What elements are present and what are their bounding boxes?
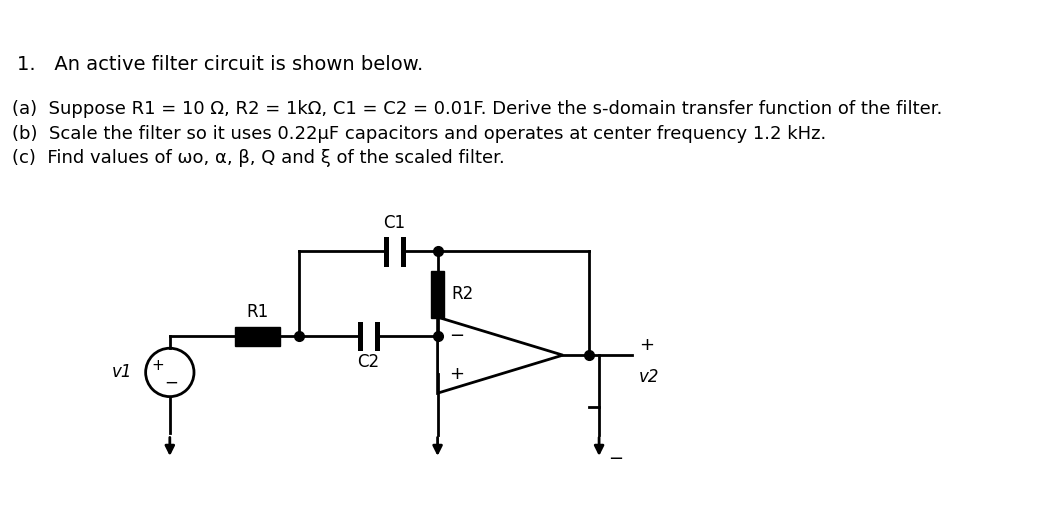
- Text: C1: C1: [384, 215, 405, 232]
- Text: R2: R2: [451, 285, 474, 303]
- Text: +: +: [151, 358, 164, 373]
- Text: (a)  Suppose R1 = 10 Ω, R2 = 1kΩ, C1 = C2 = 0.01F. Derive the s-domain transfer : (a) Suppose R1 = 10 Ω, R2 = 1kΩ, C1 = C2…: [11, 100, 943, 118]
- Text: −: −: [608, 450, 623, 468]
- Bar: [234, 327, 280, 346]
- Text: R1: R1: [246, 303, 269, 322]
- Text: C2: C2: [358, 353, 380, 372]
- Text: 1.   An active filter circuit is shown below.: 1. An active filter circuit is shown bel…: [17, 55, 423, 74]
- Text: (c)  Find values of ωo, α, β, Q and ξ of the scaled filter.: (c) Find values of ωo, α, β, Q and ξ of …: [11, 149, 505, 167]
- Text: +: +: [449, 365, 465, 383]
- Text: v1: v1: [112, 363, 133, 382]
- Text: −: −: [165, 374, 178, 392]
- Text: (b)  Scale the filter so it uses 0.22μF capacitors and operates at center freque: (b) Scale the filter so it uses 0.22μF c…: [11, 125, 826, 143]
- Bar: [430, 270, 445, 318]
- Text: +: +: [639, 336, 653, 354]
- Text: v2: v2: [639, 367, 660, 386]
- Text: −: −: [449, 327, 465, 345]
